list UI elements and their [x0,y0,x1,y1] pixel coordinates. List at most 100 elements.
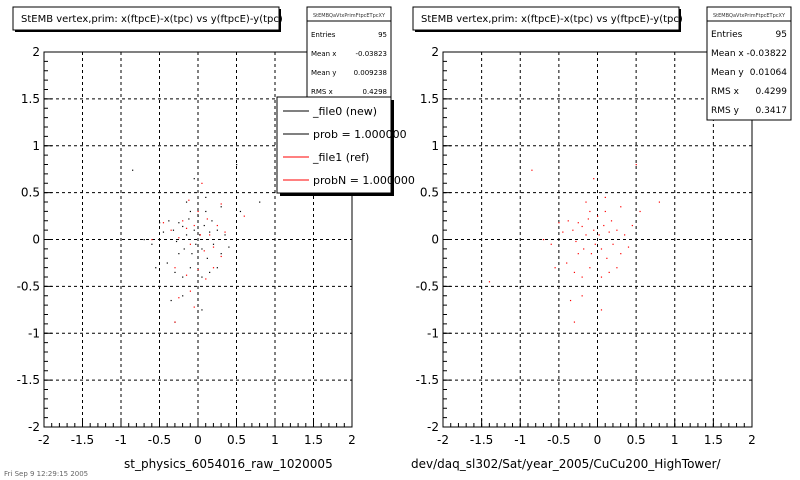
data-point [205,210,207,213]
data-point [581,295,583,297]
data-point [162,222,165,224]
title-box [412,6,680,31]
data-point [597,215,599,217]
data-point [209,271,211,274]
data-point [193,178,195,180]
x-tick-label: 1 [271,433,279,447]
data-point [612,243,614,245]
data-point [600,248,603,250]
data-point [639,210,641,213]
x-tick-label: 2 [348,433,356,447]
y-tick-label: -1 [28,326,40,340]
data-point [132,169,134,171]
data-point [624,234,626,236]
data-point [573,321,576,323]
legend-label: prob = 1.000000 [313,128,407,141]
x-tick-label: 0 [194,433,202,447]
data-point [201,276,203,278]
right-plot-panel: -2 -1.5 -1 -0.5 0 0.5 1 1.5 2 -2 -1.5 -1 -0.5 0 0.5 1 1.… [412,6,792,447]
x-tick-label: 2 [748,433,756,447]
stats-value: 0.009238 [354,69,387,77]
data-point [620,206,622,208]
data-point [188,218,190,220]
y-tick-label: -2 [427,420,439,434]
data-point [608,231,610,233]
data-point [573,271,576,274]
data-point [178,253,180,255]
y-tick-label: 0.5 [420,186,439,200]
x-tick-label: 1.5 [304,433,323,447]
stats-value: -0.03823 [356,50,387,58]
data-point [193,306,195,308]
stats-label: RMS y [711,106,740,116]
data-point [550,243,552,245]
legend-label: _file0 (new) [312,105,377,118]
data-point [159,222,161,224]
data-point [201,182,203,184]
data-point [189,267,191,269]
y-tick-label: 1 [32,139,40,153]
y-tick-label: 0 [32,233,40,247]
data-point [185,227,188,229]
data-point [195,243,197,245]
y-tick-label: 1.5 [21,92,40,106]
data-point [572,229,574,231]
data-point [212,243,215,245]
stats-label: Entries [711,30,743,40]
stats-value: 95 [776,30,787,40]
data-point [606,257,608,259]
x-tick-label: 0.5 [227,433,246,447]
data-point [209,231,211,233]
data-point [185,274,188,276]
data-point [155,267,157,269]
stats-label: Entries [311,31,336,39]
data-point [587,218,589,220]
data-point [575,240,577,243]
stats-value: 0.4298 [363,88,388,96]
data-point [593,229,595,231]
data-point [178,297,180,299]
y-tick-label: -1 [427,326,439,340]
y-tick-label: 1.5 [420,92,439,106]
data-point [212,246,215,248]
data-point [600,276,603,278]
data-point [585,234,587,236]
title-box [12,6,280,31]
data-point [600,309,603,311]
x-tick-label: -1 [514,433,526,447]
data-point [228,246,230,248]
data-point [193,229,195,231]
data-point [203,250,205,252]
y-tick-label: -1.5 [17,373,40,387]
data-point [259,201,261,203]
data-point [206,257,208,259]
data-point [178,222,180,224]
data-point [558,222,560,224]
y-tick-label: -2 [28,420,40,434]
data-point [610,220,613,222]
data-point [205,278,207,280]
legend-label: probN = 1.000000 [313,174,415,187]
data-point [583,248,585,250]
stats-label: RMS x [311,88,333,96]
data-point [608,271,610,274]
data-point [603,224,605,227]
data-point [216,267,218,269]
stats-label: Mean x [711,49,744,59]
data-point [216,229,218,231]
data-point [185,234,188,236]
data-point [616,267,618,269]
stats-value: 0.4299 [756,87,788,97]
x-tick-label: 0 [594,433,602,447]
right-footer-label: dev/daq_sl302/Sat/year_2005/CuCu200_High… [411,457,721,471]
data-point [209,234,211,236]
data-point [199,234,201,236]
data-point [212,267,215,269]
data-point [635,164,637,166]
data-point [581,225,583,228]
legend-label: _file1 (ref) [312,151,369,164]
data-point [166,262,168,264]
x-tick-label: -1 [115,433,127,447]
data-point [211,220,213,222]
data-point [577,253,579,255]
